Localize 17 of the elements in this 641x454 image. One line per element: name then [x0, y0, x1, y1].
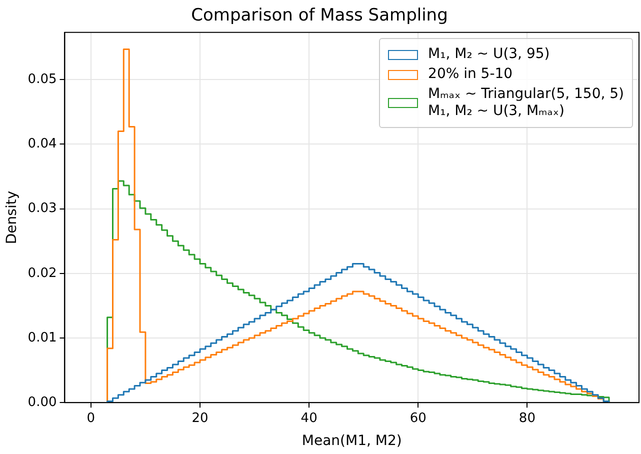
x-tick-label: 0	[86, 410, 96, 426]
chart-title: Comparison of Mass Sampling	[191, 6, 448, 26]
y-tick-label: 0.04	[28, 136, 57, 152]
x-tick-label: 60	[410, 410, 426, 426]
x-axis-title: Mean(M1, M2)	[302, 433, 402, 450]
y-axis-title: Density	[4, 190, 20, 244]
legend-label: Mₘₐₓ ~ Triangular(5, 150, 5) M₁, M₂ ~ U(3, Mₘₐₓ)	[428, 86, 624, 120]
y-tick-label: 0.01	[28, 330, 57, 346]
y-tick-label: 0.03	[28, 201, 57, 216]
x-tick-label: 40	[300, 410, 318, 426]
y-tick-label: 0.00	[28, 394, 57, 410]
x-tick-label: 80	[518, 410, 536, 426]
legend-label: M₁, M₂ ~ U(3, 95)	[428, 46, 550, 64]
y-tick-label: 0.02	[28, 266, 57, 281]
y-tick-label: 0.05	[28, 72, 57, 87]
x-tick-label: 20	[192, 410, 208, 426]
legend-label: 20% in 5-10	[428, 66, 513, 83]
